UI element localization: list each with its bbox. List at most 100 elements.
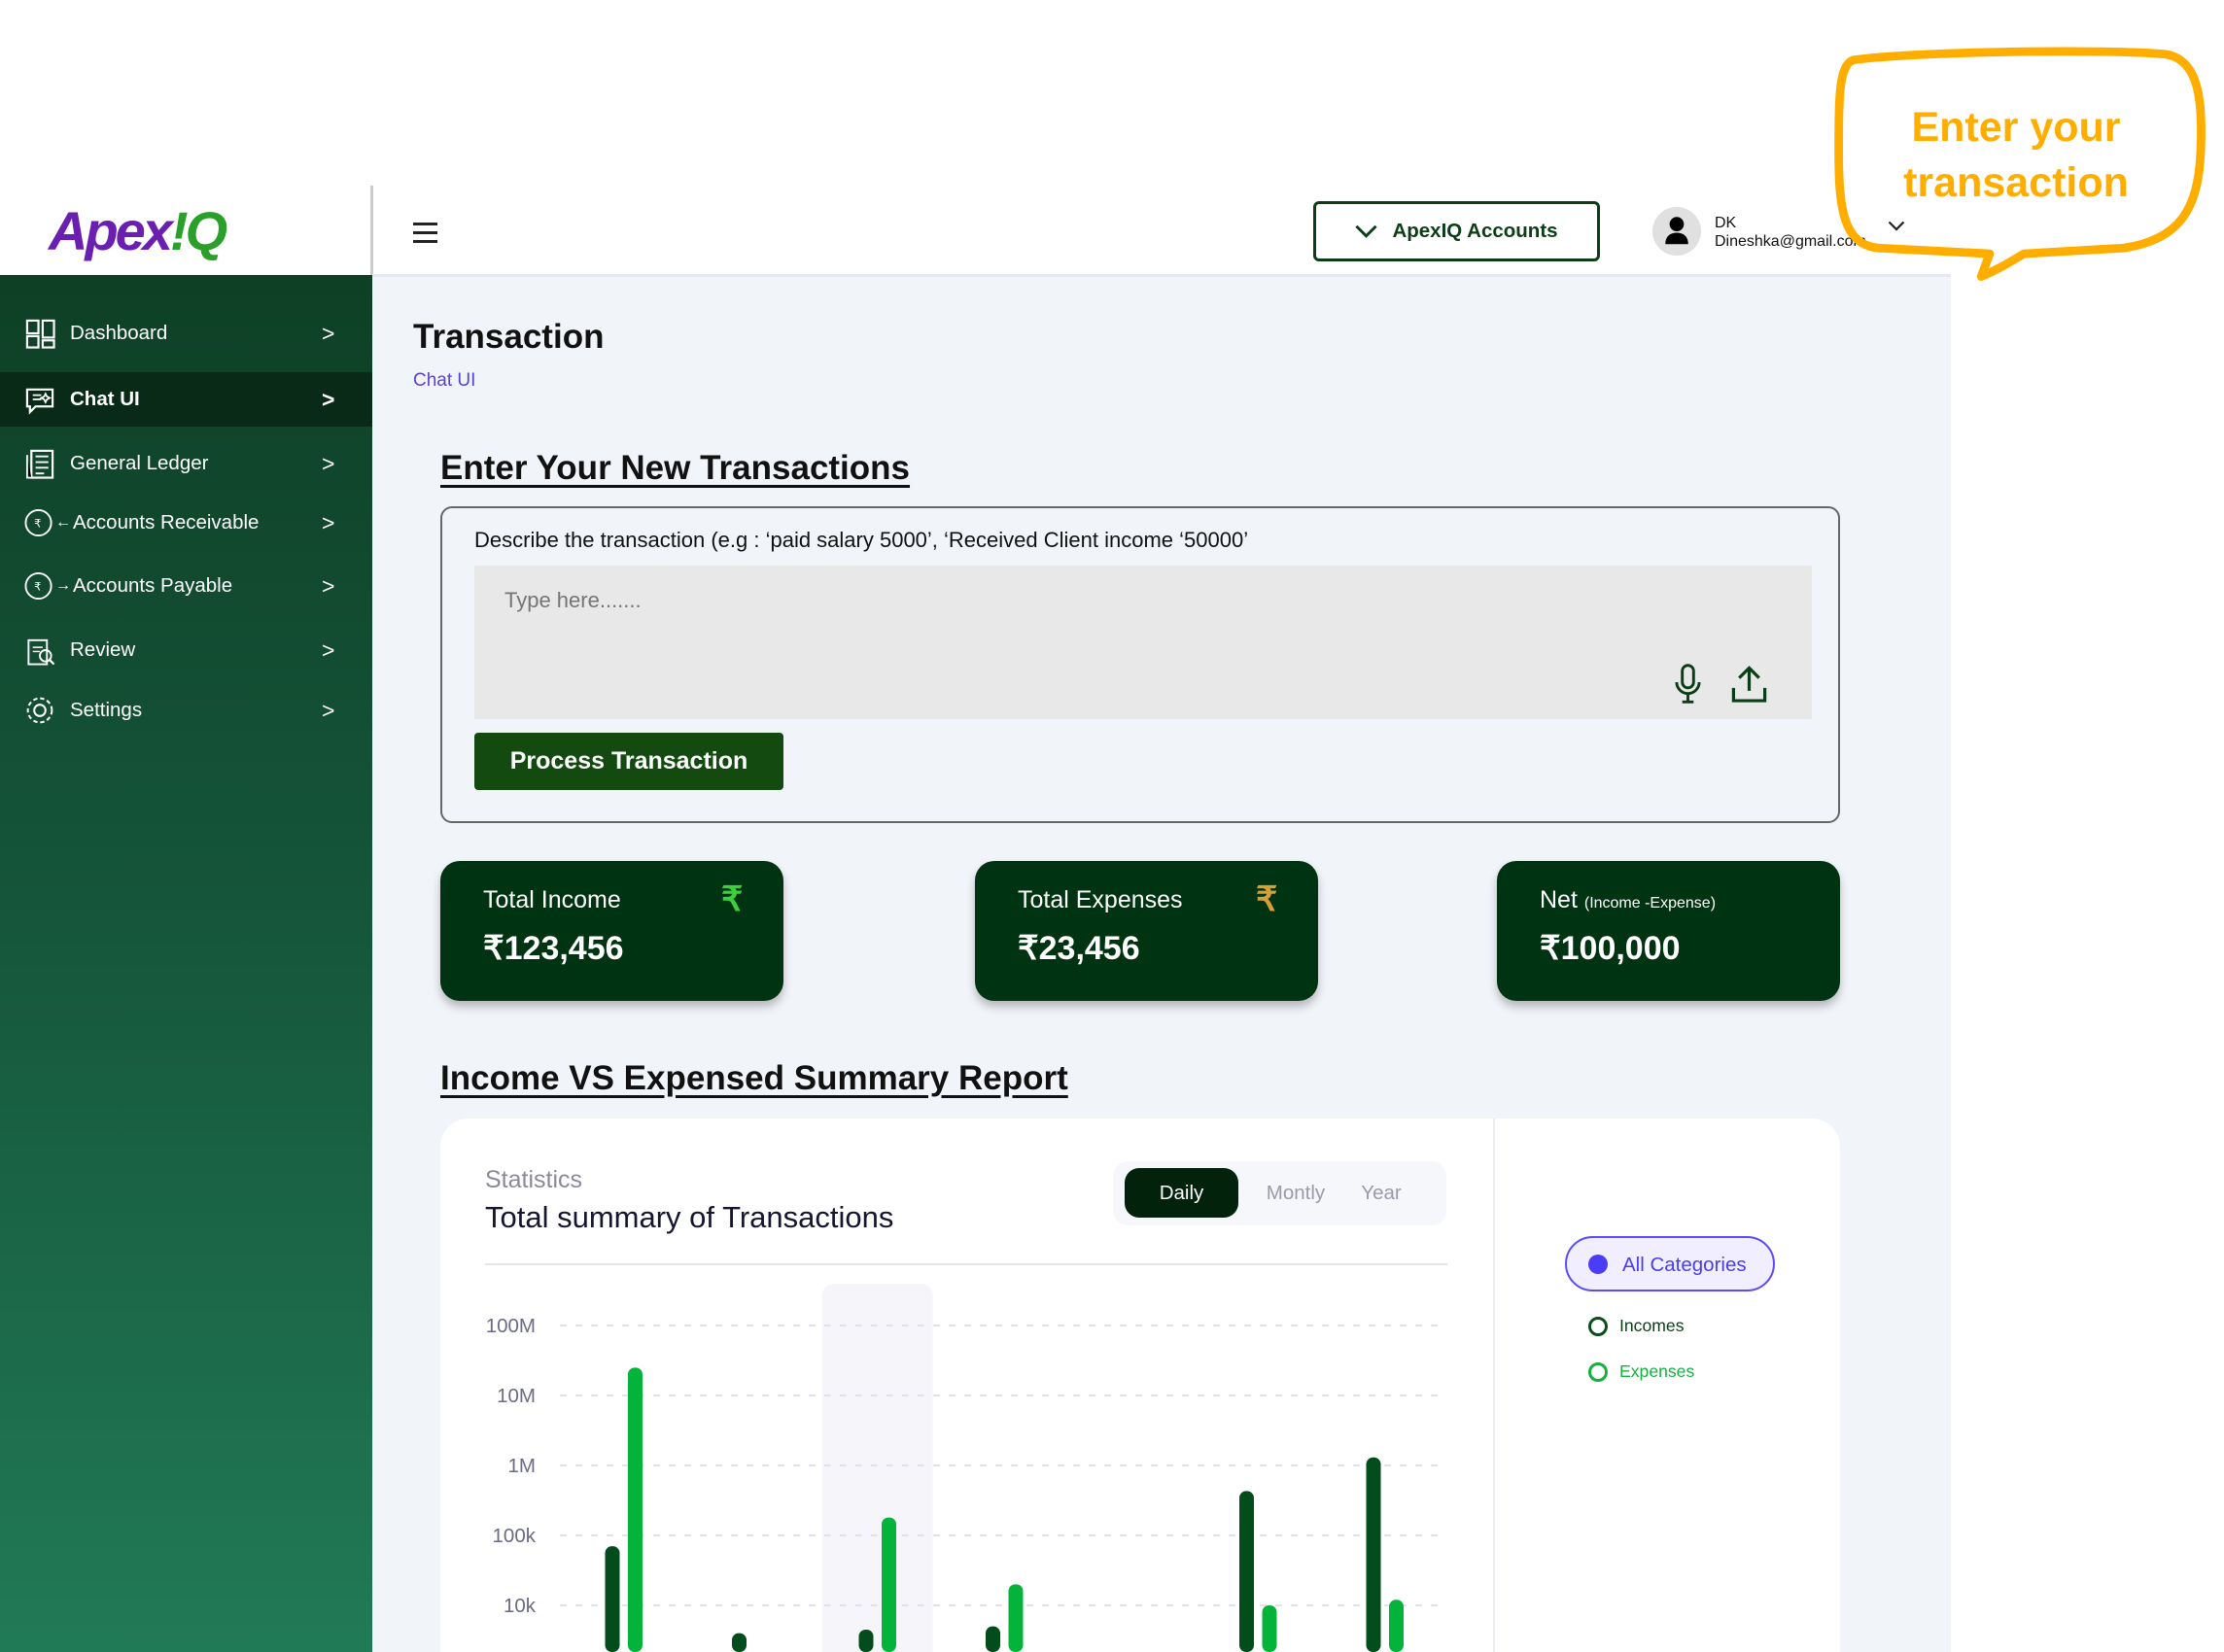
expense-bar[interactable] [628, 1367, 643, 1652]
transaction-entry-card [440, 506, 1840, 823]
chevron-right-icon: > [322, 450, 335, 476]
callout-line: Enter your [1911, 104, 2121, 151]
highlight-band [821, 1284, 933, 1652]
income-bar[interactable] [605, 1546, 620, 1652]
income-bar[interactable] [1366, 1457, 1381, 1652]
card-value: ₹123,456 [483, 930, 624, 967]
chart-kicker: Statistics [485, 1166, 583, 1193]
rupee-icon: ₹ [721, 880, 744, 918]
entry-label: Describe the transaction (e.g : ‘paid sa… [474, 528, 1249, 552]
user-icon [1665, 217, 1688, 245]
sidebar [0, 275, 372, 1652]
breadcrumb[interactable]: Chat UI [413, 370, 476, 391]
gear-icon [26, 697, 53, 724]
chart-header-rule [485, 1263, 1447, 1265]
period-year-tab[interactable]: Year [1344, 1168, 1418, 1218]
legend-all-categories[interactable]: All Categories [1565, 1236, 1775, 1291]
user-email: Dineshka@gmail.com [1715, 233, 1866, 250]
sidebar-item-label: General Ledger [70, 452, 209, 474]
legend-dot-icon [1588, 1255, 1608, 1274]
callout-text: Enter your transaction [1854, 100, 2178, 211]
sidebar-item-settings[interactable]: Settings > [0, 683, 372, 738]
dashboard-grid-icon [25, 319, 55, 349]
svg-text:₹: ₹ [34, 517, 42, 530]
income-bar[interactable] [858, 1629, 874, 1652]
sidebar-item-label: Accounts Receivable [73, 511, 260, 533]
transaction-input[interactable] [474, 566, 1812, 719]
avatar[interactable] [1652, 207, 1701, 256]
net-card: Net (Income -Expense) ₹100,000 [1497, 861, 1840, 1001]
chevron-right-icon: > [322, 320, 335, 346]
legend-label: Incomes [1619, 1316, 1685, 1335]
income-bar[interactable] [732, 1633, 747, 1652]
header-bottom-border [372, 274, 1951, 277]
rupee-receive-icon: ₹ [24, 508, 52, 537]
arrow-right-icon: → [55, 577, 71, 594]
radio-icon [1588, 1316, 1608, 1336]
sidebar-item-label: Chat UI [70, 388, 140, 410]
card-title: Total Income [483, 886, 621, 913]
rupee-pay-icon: ₹ [24, 571, 52, 601]
chevron-down-icon [1355, 224, 1378, 238]
card-subtitle: (Income -Expense) [1583, 895, 1717, 912]
sidebar-item-chat-ui[interactable]: Chat UI > [0, 372, 372, 427]
account-name: ApexIQ Accounts [1392, 220, 1558, 242]
microphone-icon[interactable] [1674, 664, 1702, 704]
entry-heading: Enter Your New Transactions [440, 449, 911, 487]
period-monthly-tab[interactable]: Montly [1250, 1168, 1341, 1218]
sidebar-item-accounts-payable[interactable]: ₹ → Accounts Payable > [0, 559, 372, 613]
sidebar-item-label: Review [70, 638, 136, 661]
account-switcher-button[interactable]: ApexIQ Accounts [1313, 201, 1600, 261]
legend-label: All Categories [1622, 1254, 1747, 1276]
bar-chart: 100M 10M 1M 100k 10k [486, 1284, 1446, 1652]
total-expenses-card: Total Expenses ₹ ₹23,456 [975, 861, 1318, 1001]
expense-bar[interactable] [1262, 1605, 1277, 1652]
sidebar-item-label: Settings [70, 699, 143, 721]
callout-line: transaction [1903, 159, 2129, 206]
expense-bar[interactable] [1008, 1584, 1024, 1652]
y-tick-label: 100k [493, 1525, 537, 1547]
period-selector: Daily Montly Year [1113, 1161, 1446, 1225]
sidebar-item-label: Accounts Payable [73, 574, 233, 597]
arrow-left-icon: ← [55, 514, 71, 531]
header-divider [370, 186, 373, 275]
period-daily-tab[interactable]: Daily [1125, 1168, 1238, 1218]
ledger-icon [25, 449, 54, 479]
chevron-right-icon: > [322, 509, 335, 535]
apexiq-logo: Apex!Q [49, 200, 227, 261]
card-title: Net (Income -Expense) [1540, 886, 1717, 913]
total-income-card: Total Income ₹ ₹123,456 [440, 861, 783, 1001]
legend-incomes[interactable]: Incomes [1588, 1316, 1685, 1336]
chevron-right-icon: > [322, 637, 335, 663]
menu-toggle-icon[interactable] [413, 223, 437, 243]
legend-expenses[interactable]: Expenses [1588, 1361, 1694, 1382]
sidebar-item-general-ledger[interactable]: General Ledger > [0, 436, 372, 491]
sidebar-item-accounts-receivable[interactable]: ₹ ← Accounts Receivable > [0, 496, 372, 550]
card-title: Total Expenses [1018, 886, 1183, 913]
expense-bar[interactable] [882, 1517, 896, 1652]
review-clipboard-icon [27, 638, 55, 666]
card-value: ₹100,000 [1540, 930, 1681, 967]
chat-sparkle-icon [25, 388, 54, 415]
upload-icon[interactable] [1729, 664, 1769, 704]
sidebar-item-dashboard[interactable]: Dashboard > [0, 306, 372, 361]
y-tick-label: 10k [504, 1595, 537, 1617]
report-heading: Income VS Expensed Summary Report [440, 1059, 1068, 1097]
income-bar[interactable] [1239, 1491, 1254, 1652]
process-transaction-button[interactable]: Process Transaction [474, 733, 783, 790]
sidebar-item-label: Dashboard [70, 322, 168, 344]
radio-icon [1588, 1361, 1608, 1382]
chart-divider [1493, 1119, 1495, 1652]
y-tick-label: 10M [497, 1385, 536, 1407]
chevron-right-icon: > [322, 572, 335, 599]
user-menu-chevron-icon[interactable] [1888, 221, 1905, 232]
rupee-icon: ₹ [1256, 880, 1278, 918]
chevron-right-icon: > [322, 697, 335, 723]
income-bar[interactable] [986, 1626, 1000, 1652]
legend-label: Expenses [1619, 1361, 1695, 1381]
expense-bar[interactable] [1389, 1600, 1404, 1652]
y-tick-label: 1M [508, 1455, 536, 1477]
page-title: Transaction [413, 318, 605, 356]
sidebar-item-review[interactable]: Review > [0, 623, 372, 677]
